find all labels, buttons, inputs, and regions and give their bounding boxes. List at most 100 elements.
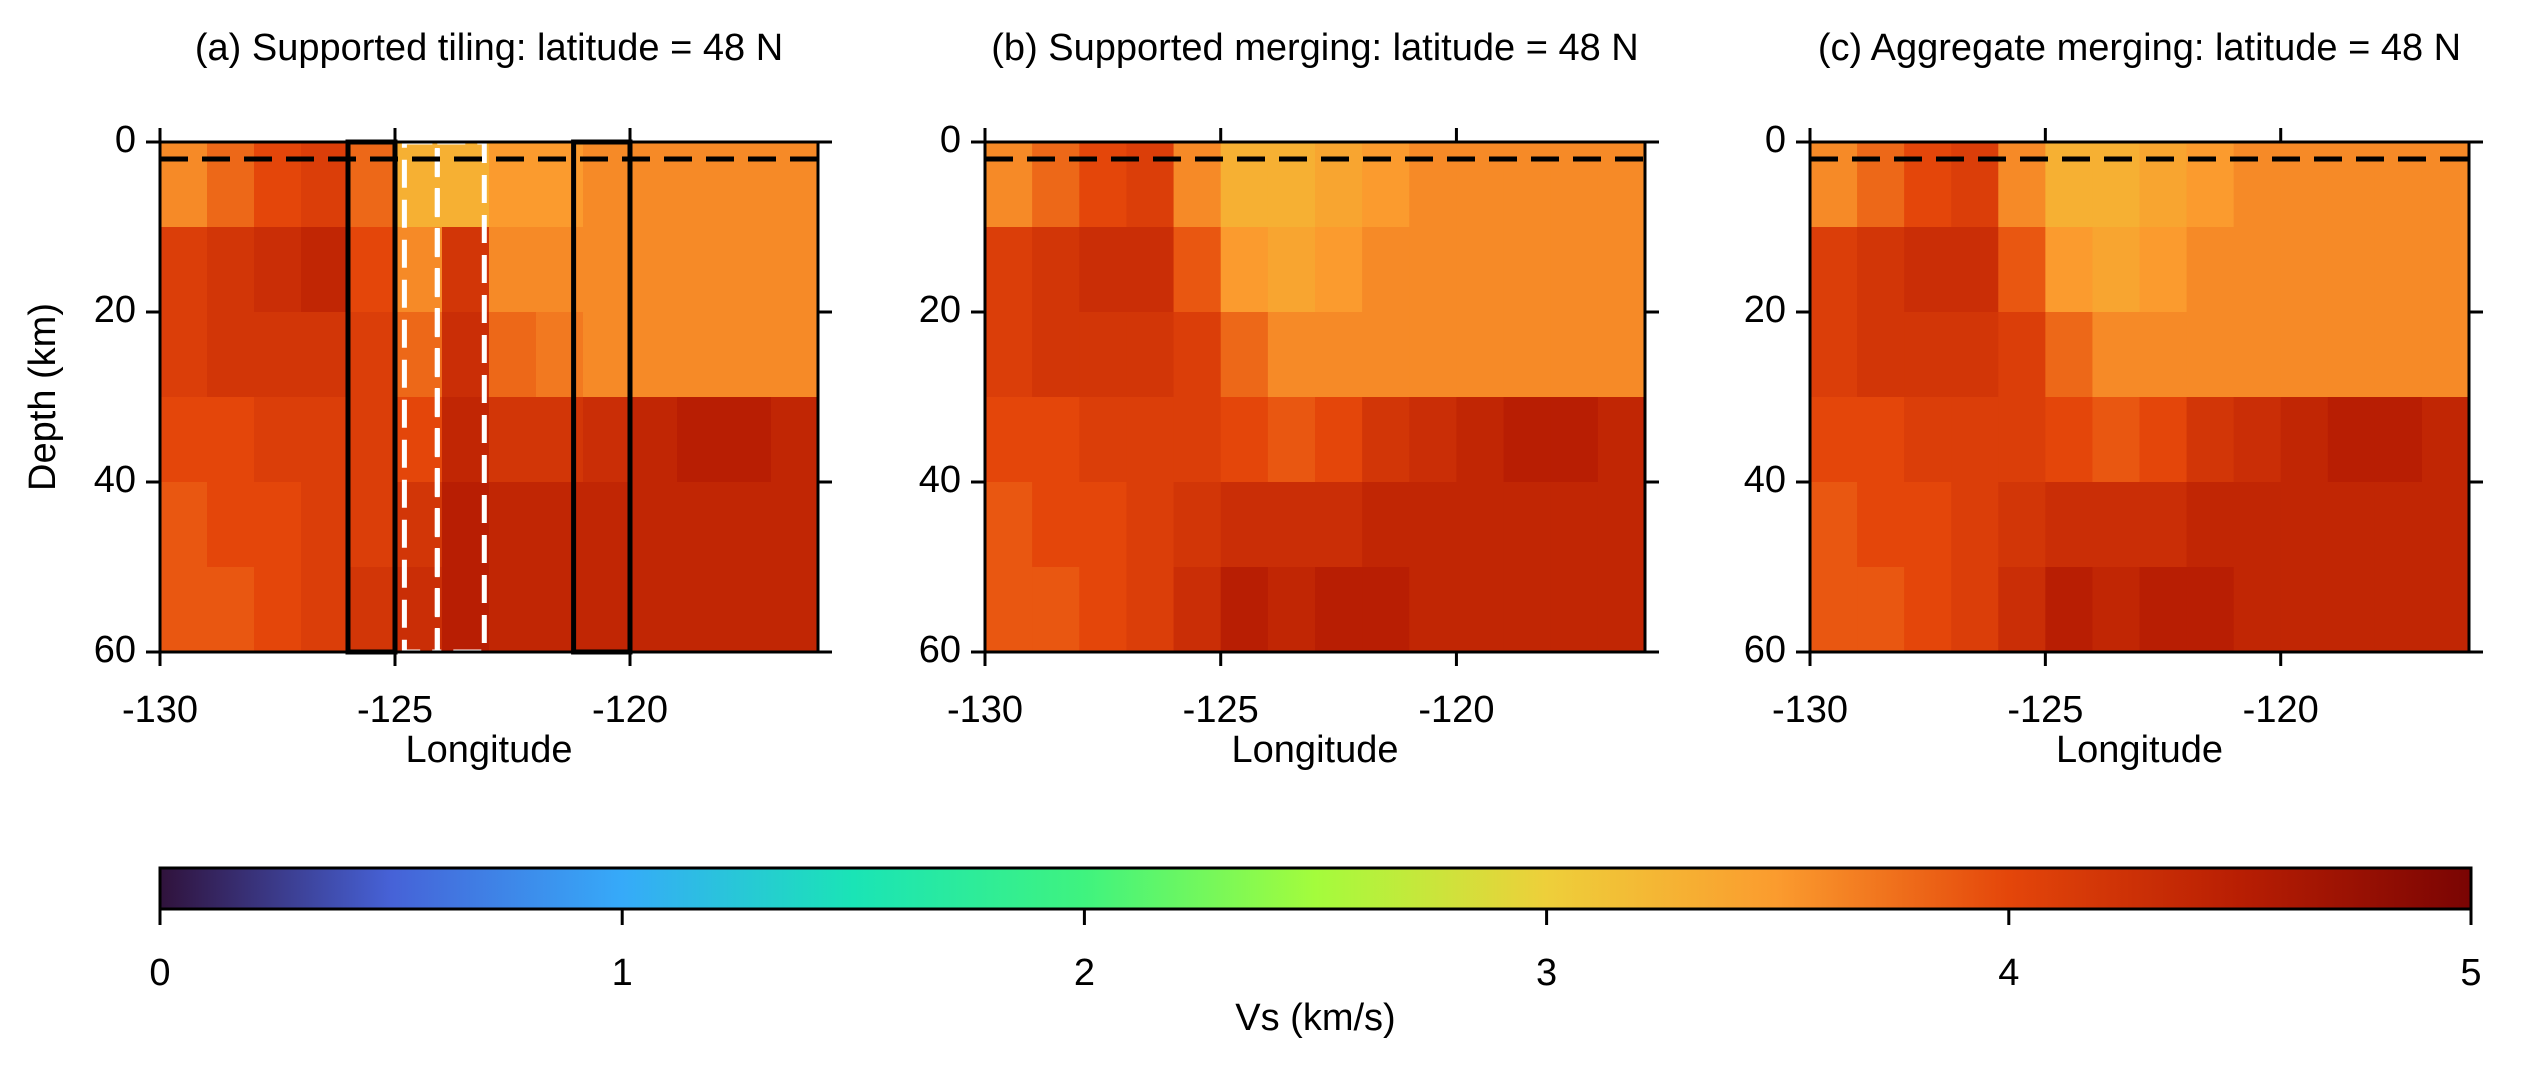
heat-cell xyxy=(724,312,772,398)
heat-cell xyxy=(2045,227,2093,313)
heat-cell xyxy=(1267,567,1316,653)
heat-cell xyxy=(677,482,725,568)
heat-cell xyxy=(1456,397,1505,483)
heat-cell xyxy=(1951,142,1999,228)
heat-cell xyxy=(1550,397,1599,483)
heat-cell xyxy=(301,482,349,568)
heat-cell xyxy=(1503,397,1552,483)
heat-cell xyxy=(1409,397,1457,483)
heat-cell xyxy=(1550,142,1599,228)
panel-title: (a) Supported tiling: latitude = 48 N xyxy=(195,27,783,69)
heat-cell xyxy=(1362,482,1410,568)
heat-cell xyxy=(1503,567,1552,653)
heat-cell xyxy=(1409,312,1457,398)
heat-cell xyxy=(1126,142,1175,228)
heat-cell xyxy=(348,312,396,398)
heat-cell xyxy=(1126,312,1175,398)
heat-cell xyxy=(630,227,678,313)
x-tick-label: -125 xyxy=(357,689,433,731)
heat-cell xyxy=(1267,142,1316,228)
panel-title: (b) Supported merging: latitude = 48 N xyxy=(991,27,1638,69)
heat-cell xyxy=(2280,312,2329,398)
heat-cell xyxy=(985,482,1033,568)
heat-cell xyxy=(160,567,208,653)
heat-cell xyxy=(348,567,396,653)
heat-cell xyxy=(348,482,396,568)
heat-cell xyxy=(677,312,725,398)
heat-cell xyxy=(1173,142,1222,228)
heat-cell xyxy=(2374,227,2423,313)
heat-cell xyxy=(677,397,725,483)
heat-cell xyxy=(1409,567,1457,653)
colorbar-tick-label: 5 xyxy=(2460,952,2481,994)
heat-cell xyxy=(1998,227,2046,313)
heat-cell xyxy=(2045,312,2093,398)
heat-cell xyxy=(1857,482,1905,568)
heat-cell xyxy=(2233,397,2282,483)
heat-cell xyxy=(1126,227,1175,313)
heat-cell xyxy=(254,397,302,483)
heat-cell xyxy=(1857,567,1905,653)
heat-cell xyxy=(1904,312,1952,398)
heat-cell xyxy=(985,397,1033,483)
heat-cell xyxy=(1032,312,1080,398)
heat-cell xyxy=(536,142,584,228)
heat-cell xyxy=(160,312,208,398)
heat-cell xyxy=(1032,482,1080,568)
colorbar-tick-label: 4 xyxy=(1998,952,2019,994)
x-tick-label: -120 xyxy=(592,689,668,731)
heat-cell xyxy=(1550,227,1599,313)
heat-cell xyxy=(207,482,255,568)
heat-cell xyxy=(1173,227,1222,313)
heat-cell xyxy=(1079,567,1127,653)
heat-cell xyxy=(1597,567,1646,653)
heat-cell xyxy=(1810,482,1858,568)
heat-cell xyxy=(583,397,631,483)
heat-cell xyxy=(1173,567,1222,653)
heat-cell xyxy=(1126,567,1175,653)
heat-cell xyxy=(2327,397,2376,483)
colorbar-tick-label: 3 xyxy=(1536,952,1557,994)
heat-cell xyxy=(301,142,349,228)
heat-cell xyxy=(1267,312,1316,398)
heat-cell xyxy=(536,312,584,398)
heat-cell xyxy=(301,312,349,398)
heat-cell xyxy=(1951,397,1999,483)
heat-cell xyxy=(771,312,819,398)
x-tick-label: -125 xyxy=(1183,689,1259,731)
y-tick-label: 60 xyxy=(94,629,136,671)
heat-cell xyxy=(1362,142,1410,228)
heat-cell xyxy=(1904,142,1952,228)
heat-cell xyxy=(2092,567,2140,653)
heat-cell xyxy=(489,397,537,483)
heat-cell xyxy=(771,142,819,228)
colorbar-tick-label: 1 xyxy=(612,952,633,994)
heat-cell xyxy=(489,312,537,398)
heat-cell xyxy=(2280,142,2329,228)
heat-cell xyxy=(1220,567,1269,653)
heat-cell xyxy=(442,227,490,313)
heat-cell xyxy=(2374,482,2423,568)
heat-cell xyxy=(583,227,631,313)
heat-cell xyxy=(985,312,1033,398)
heat-cell xyxy=(630,312,678,398)
heat-cell xyxy=(2233,142,2282,228)
heat-cell xyxy=(1998,142,2046,228)
heat-cell xyxy=(348,227,396,313)
heat-cell xyxy=(207,397,255,483)
heat-cell xyxy=(724,397,772,483)
heat-cell xyxy=(583,142,631,228)
plot-frame xyxy=(158,140,820,654)
heat-cell xyxy=(536,482,584,568)
heat-cell xyxy=(1550,482,1599,568)
heat-cell xyxy=(1456,227,1505,313)
heat-cell xyxy=(985,567,1033,653)
heat-cell xyxy=(1597,142,1646,228)
heat-cell xyxy=(1362,312,1410,398)
heat-cell xyxy=(1220,142,1269,228)
heat-cell xyxy=(2092,482,2140,568)
plot-frame xyxy=(1808,140,2471,654)
heat-cell xyxy=(1810,567,1858,653)
heat-cell xyxy=(489,567,537,653)
